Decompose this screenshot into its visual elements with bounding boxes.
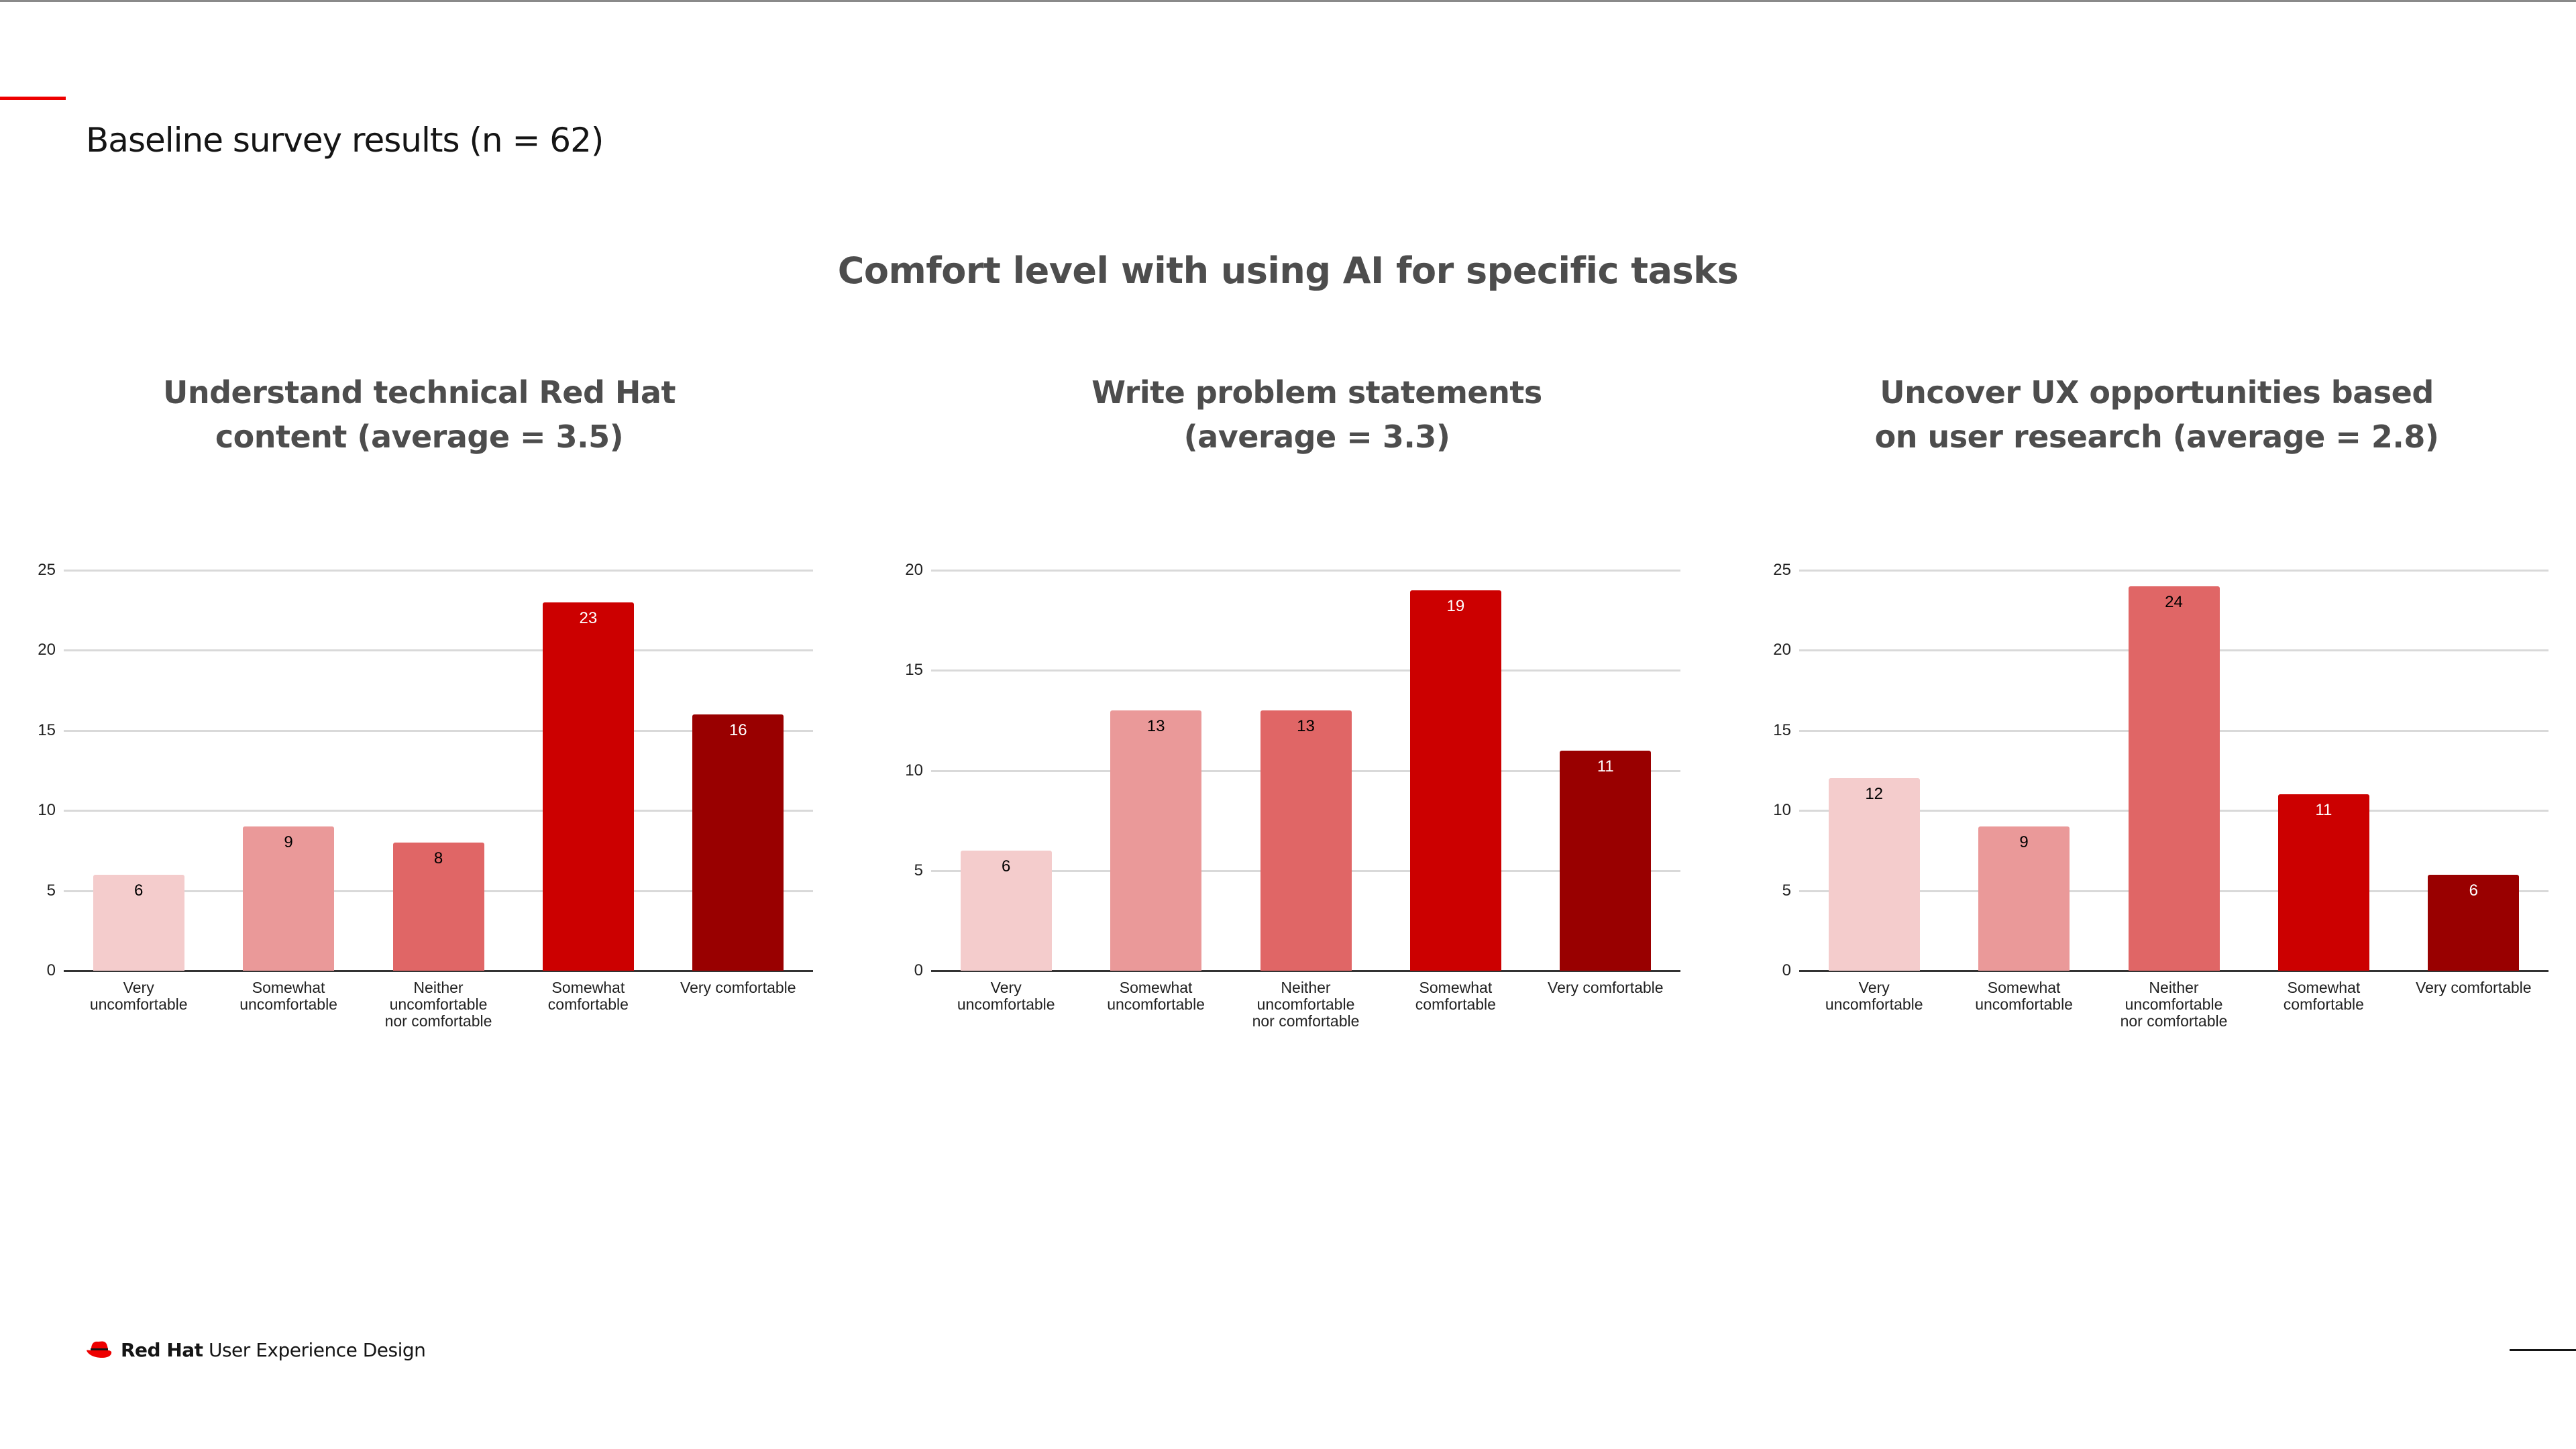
chart-write-problem-statements: 0 5 10 15 20 6 Very uncomfortable 13 Somewhat un… xyxy=(867,537,1706,1040)
chart-uncover-ux-opportunities: 0 5 10 15 20 25 12 Very uncomfortable 9 Somewhat … xyxy=(1735,537,2574,1040)
bar: 16 xyxy=(692,714,784,971)
gridline xyxy=(64,810,813,812)
bar-value-label: 23 xyxy=(579,608,598,627)
x-category-label: Neither uncomfortable nor comfortable xyxy=(384,979,492,1030)
x-category-label: Somewhat comfortable xyxy=(547,979,629,1013)
x-category-label: Somewhat uncomfortable xyxy=(1975,979,2073,1013)
bar-value-label: 9 xyxy=(2019,833,2029,852)
chart-1-title-line-1: Understand technical Red Hat xyxy=(163,374,676,411)
bar: 9 xyxy=(1978,826,2070,971)
bar-value-label: 11 xyxy=(2315,801,2332,820)
bar-value-label: 6 xyxy=(1002,857,1011,875)
x-category-label: Very uncomfortable xyxy=(89,979,188,1013)
chart-2-title: Write problem statements (average = 3.3) xyxy=(918,370,1716,459)
red-accent-line xyxy=(0,97,66,100)
chart-understand-technical-content: 0 5 10 15 20 25 6 Very uncomfortable 9 Somewhat u… xyxy=(0,537,839,1040)
x-category-label: Somewhat comfortable xyxy=(2283,979,2364,1013)
plot-area: 0 5 10 15 20 25 6 Very uncomfortable 9 Somewhat u… xyxy=(38,561,813,1030)
bar: 6 xyxy=(960,850,1052,971)
bar-value-label: 6 xyxy=(134,881,144,900)
y-tick-label: 10 xyxy=(38,801,56,820)
bar-value-label: 16 xyxy=(729,720,747,739)
bar: 11 xyxy=(2277,794,2369,971)
chart-2-title-line-2: (average = 3.3) xyxy=(1183,419,1450,455)
y-tick-label: 20 xyxy=(905,561,923,579)
x-axis-line xyxy=(931,970,1680,972)
bar-value-label: 8 xyxy=(433,849,443,867)
x-category-label: Somewhat comfortable xyxy=(1415,979,1496,1013)
y-tick-label: 5 xyxy=(46,881,56,900)
y-tick-label: 20 xyxy=(1773,641,1791,659)
bar-value-label: 19 xyxy=(1446,596,1465,615)
bar: 9 xyxy=(243,826,335,971)
bar-value-label: 9 xyxy=(284,833,293,852)
x-category-label: Very comfortable xyxy=(2416,979,2532,996)
slide-title: Baseline survey results (n = 62) xyxy=(86,121,604,160)
x-category-label: Very uncomfortable xyxy=(1825,979,1923,1013)
chart-3-title-line-1: Uncover UX opportunities based xyxy=(1880,374,2434,411)
chart-3-title: Uncover UX opportunities based on user r… xyxy=(1758,370,2556,459)
bar: 8 xyxy=(392,842,484,971)
y-tick-label: 25 xyxy=(38,561,56,579)
x-category-label: Very comfortable xyxy=(680,979,796,996)
chart-1-title: Understand technical Red Hat content (av… xyxy=(20,370,818,459)
chart-3-title-line-2: on user research (average = 2.8) xyxy=(1874,419,2439,455)
y-tick-label: 20 xyxy=(38,641,56,659)
bar-value-label: 24 xyxy=(2165,592,2183,611)
footer-brand-text: User Experience Design xyxy=(208,1339,426,1361)
bar: 13 xyxy=(1260,710,1352,971)
y-tick-label: 15 xyxy=(905,661,923,680)
y-tick-label: 5 xyxy=(1782,881,1791,900)
y-tick-label: 10 xyxy=(905,761,923,780)
main-heading: Comfort level with using AI for specific… xyxy=(837,250,1739,292)
top-border-line xyxy=(0,0,2576,2)
bar: 24 xyxy=(2128,586,2220,971)
x-category-label: Neither uncomfortable nor comfortable xyxy=(1252,979,1360,1030)
x-axis-line xyxy=(64,970,813,972)
y-tick-label: 15 xyxy=(1773,720,1791,739)
bar-value-label: 13 xyxy=(1146,716,1165,735)
y-tick-label: 0 xyxy=(46,961,56,979)
x-category-label: Very comfortable xyxy=(1548,979,1664,996)
bar: 23 xyxy=(542,602,634,971)
bar-value-label: 11 xyxy=(1597,757,1614,775)
footer-brand: Red Hat User Experience Design xyxy=(121,1339,426,1361)
y-tick-label: 10 xyxy=(1773,801,1791,820)
chart-2-title-line-1: Write problem statements xyxy=(1091,374,1542,411)
bar: 13 xyxy=(1110,710,1202,971)
y-tick-label: 5 xyxy=(914,861,923,879)
footer-divider-line xyxy=(2510,1349,2576,1351)
y-tick-label: 0 xyxy=(914,961,923,979)
bar: 11 xyxy=(1560,750,1652,971)
y-tick-label: 0 xyxy=(1782,961,1791,979)
gridline xyxy=(64,649,813,652)
bar-value-label: 6 xyxy=(2469,881,2478,900)
gridline xyxy=(931,570,1680,572)
plot-area: 0 5 10 15 20 6 Very uncomfortable 13 Somewhat un… xyxy=(905,561,1680,1030)
chart-1-title-line-2: content (average = 3.5) xyxy=(215,419,624,455)
plot-area: 0 5 10 15 20 25 12 Very uncomfortable 9 Somewhat … xyxy=(1773,561,2548,1030)
y-tick-label: 15 xyxy=(38,720,56,739)
y-tick-label: 25 xyxy=(1773,561,1791,579)
bar: 12 xyxy=(1828,778,1920,971)
x-category-label: Very uncomfortable xyxy=(957,979,1055,1013)
bar: 6 xyxy=(2428,874,2520,971)
gridline xyxy=(931,669,1680,672)
bar-value-label: 13 xyxy=(1297,716,1315,735)
bar: 19 xyxy=(1409,590,1501,971)
x-category-label: Somewhat uncomfortable xyxy=(239,979,337,1013)
x-axis-line xyxy=(1799,970,2548,972)
x-category-label: Somewhat uncomfortable xyxy=(1107,979,1205,1013)
bar: 6 xyxy=(93,874,184,971)
red-hat-fedora-icon xyxy=(87,1341,112,1358)
bar-value-label: 12 xyxy=(1865,785,1884,804)
gridline xyxy=(1799,570,2548,572)
gridline xyxy=(64,729,813,732)
gridline xyxy=(64,570,813,572)
footer-brand-name: Red Hat xyxy=(121,1339,203,1361)
x-category-label: Neither uncomfortable nor comfortable xyxy=(2120,979,2228,1030)
